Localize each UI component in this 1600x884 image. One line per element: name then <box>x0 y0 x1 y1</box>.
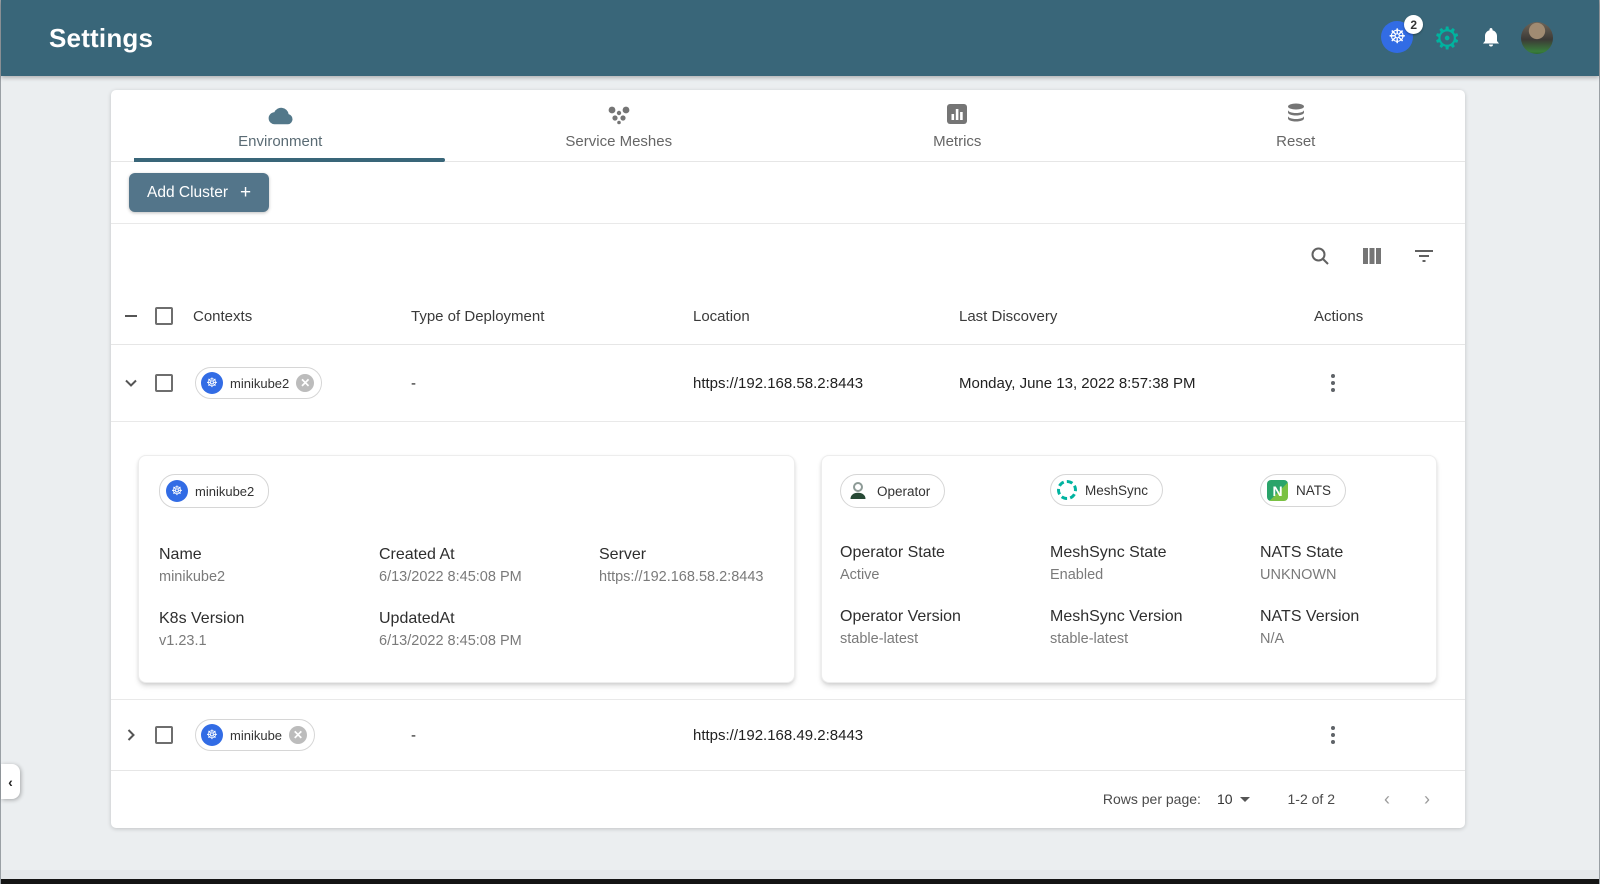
table-toolbar <box>111 224 1465 288</box>
pagination-range: 1-2 of 2 <box>1287 791 1335 807</box>
notifications-bell-icon[interactable] <box>1479 26 1503 50</box>
operator-chips: Operator MeshSync N NATS <box>840 474 1436 508</box>
cell-last-discovery: Monday, June 13, 2022 8:57:38 PM <box>959 374 1196 392</box>
cluster-chip[interactable]: ☸ minikube2 <box>159 474 270 508</box>
plus-icon: + <box>239 182 252 203</box>
column-actions: Actions <box>1314 307 1364 325</box>
table-row[interactable]: ☸ minikube ✕ - https://192.168.49.2:8443 <box>111 700 1465 770</box>
operator-fields: Operator State Active MeshSync State Ena… <box>840 544 1436 647</box>
settings-gear-icon[interactable]: ⚙ <box>1433 20 1461 56</box>
field-meshsync-state: MeshSync State Enabled <box>1050 544 1167 583</box>
tab-environment[interactable]: Environment <box>111 90 450 161</box>
cell-location: https://192.168.49.2:8443 <box>693 726 864 744</box>
row-checkbox[interactable] <box>155 726 173 744</box>
chip-delete-icon[interactable]: ✕ <box>289 726 308 744</box>
tab-environment-label: Environment <box>238 132 323 150</box>
kubernetes-icon: ☸ <box>166 480 188 502</box>
cloud-icon <box>266 102 294 126</box>
caret-down-icon <box>1239 796 1250 802</box>
tab-reset[interactable]: Reset <box>1127 90 1466 161</box>
context-chip-label: minikube <box>230 727 283 743</box>
select-all-checkbox[interactable] <box>155 307 173 325</box>
field-k8s-version: K8s Version v1.23.1 <box>159 610 245 649</box>
operator-chip-label: Operator <box>877 483 931 499</box>
column-last-discovery[interactable]: Last Discovery <box>959 307 1058 325</box>
view-columns-icon[interactable] <box>1361 246 1383 266</box>
search-icon[interactable] <box>1309 245 1331 267</box>
nats-chip[interactable]: N NATS <box>1260 474 1347 507</box>
cell-location: https://192.168.58.2:8443 <box>693 374 864 392</box>
chevron-down-icon[interactable] <box>123 375 155 391</box>
kubernetes-icon: ☸ <box>201 724 223 746</box>
kubernetes-icon: ☸ <box>201 372 223 394</box>
tab-service-meshes-label: Service Meshes <box>565 132 673 150</box>
mesh-icon <box>606 102 632 126</box>
field-operator-version: Operator Version stable-latest <box>840 608 961 647</box>
kubernetes-context-count-badge: 2 <box>1404 15 1424 34</box>
page-title: Settings <box>49 22 154 53</box>
operator-chip[interactable]: Operator <box>840 474 946 508</box>
meshsync-chip[interactable]: MeshSync <box>1050 474 1164 506</box>
cluster-actions-row: Add Cluster + <box>111 162 1465 224</box>
field-nats-state: NATS State UNKNOWN <box>1260 544 1344 583</box>
operator-info-card: Operator MeshSync N NATS Operator State … <box>821 455 1437 683</box>
tab-service-meshes[interactable]: Service Meshes <box>450 90 789 161</box>
row-checkbox[interactable] <box>155 374 173 392</box>
bar-chart-icon <box>945 102 969 126</box>
active-tab-indicator <box>134 158 445 162</box>
field-name: Name minikube2 <box>159 546 226 585</box>
field-updated-at: UpdatedAt 6/13/2022 8:45:08 PM <box>379 610 522 649</box>
row-actions-menu-icon[interactable] <box>1324 374 1342 392</box>
header-actions: ☸ 2 ⚙ <box>1381 15 1553 56</box>
nats-logo-icon: N <box>1267 480 1288 501</box>
column-contexts[interactable]: Contexts <box>193 307 253 325</box>
chevron-right-icon[interactable] <box>123 727 155 743</box>
table-pagination: Rows per page: 10 1-2 of 2 ‹ › <box>111 770 1465 827</box>
meshsync-chip-label: MeshSync <box>1085 482 1149 498</box>
column-location[interactable]: Location <box>693 307 750 325</box>
tab-metrics[interactable]: Metrics <box>788 90 1127 161</box>
context-chip[interactable]: ☸ minikube2 ✕ <box>195 367 323 399</box>
cluster-chip-label: minikube2 <box>195 483 255 499</box>
row-actions-menu-icon[interactable] <box>1324 726 1342 744</box>
cluster-detail-panel: ☸ minikube2 Name minikube2 Created At 6/… <box>111 422 1465 700</box>
rows-per-page-select[interactable]: 10 <box>1217 791 1250 807</box>
tab-metrics-label: Metrics <box>933 132 982 150</box>
sidebar-collapse-handle[interactable]: ‹ <box>1 764 20 799</box>
field-nats-version: NATS Version N/A <box>1260 608 1360 647</box>
window-bottom-edge <box>1 870 1599 884</box>
next-page-button[interactable]: › <box>1424 788 1430 809</box>
settings-tabs: Environment Service Meshes <box>111 90 1465 162</box>
app-header: Settings ☸ 2 ⚙ <box>1 0 1599 76</box>
column-type-of-deployment[interactable]: Type of Deployment <box>411 307 545 325</box>
chip-delete-icon[interactable]: ✕ <box>296 374 315 392</box>
settings-panel: Environment Service Meshes <box>111 90 1465 828</box>
field-server: Server https://192.168.58.2:8443 <box>599 546 764 585</box>
cluster-info-card: ☸ minikube2 Name minikube2 Created At 6/… <box>138 455 795 683</box>
filter-icon[interactable] <box>1413 247 1435 265</box>
database-icon <box>1284 102 1308 126</box>
tab-reset-label: Reset <box>1276 132 1316 150</box>
collapse-all-icon[interactable] <box>123 308 155 324</box>
field-meshsync-version: MeshSync Version stable-latest <box>1050 608 1183 647</box>
cell-type-of-deployment: - <box>411 726 416 744</box>
meshsync-spinner-icon <box>1057 480 1077 500</box>
context-chip-label: minikube2 <box>230 375 290 391</box>
rows-per-page-label: Rows per page: <box>1102 791 1201 807</box>
cluster-fields: Name minikube2 Created At 6/13/2022 8:45… <box>159 546 794 649</box>
table-row[interactable]: ☸ minikube2 ✕ - https://192.168.58.2:844… <box>111 345 1465 422</box>
add-cluster-label: Add Cluster <box>147 183 228 201</box>
nats-chip-label: NATS <box>1296 483 1332 498</box>
previous-page-button[interactable]: ‹ <box>1384 788 1390 809</box>
table-header-row: Contexts Type of Deployment Location Las… <box>111 288 1465 345</box>
field-operator-state: Operator State Active <box>840 544 945 583</box>
kubernetes-context-button[interactable]: ☸ 2 <box>1381 15 1424 55</box>
rows-per-page-value: 10 <box>1216 791 1233 807</box>
cell-type-of-deployment: - <box>411 374 416 392</box>
operator-person-icon <box>847 480 869 502</box>
user-avatar[interactable] <box>1521 22 1553 54</box>
field-created-at: Created At 6/13/2022 8:45:08 PM <box>379 546 522 585</box>
add-cluster-button[interactable]: Add Cluster + <box>129 173 270 212</box>
context-chip[interactable]: ☸ minikube ✕ <box>195 719 316 751</box>
